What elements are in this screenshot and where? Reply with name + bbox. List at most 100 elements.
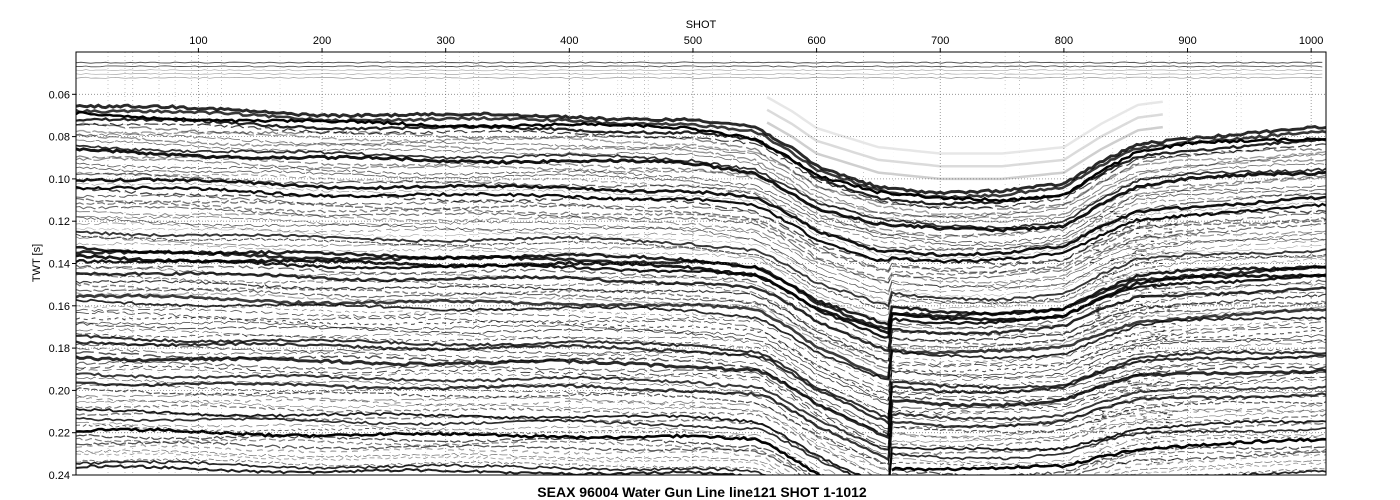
chaotic-noise-speck [1153, 442, 1157, 444]
chaotic-noise-speck [1115, 322, 1118, 324]
reflector-trace [76, 155, 1326, 237]
chaotic-noise-speck [1135, 358, 1137, 360]
chaotic-noise-speck [1096, 377, 1100, 379]
chaotic-noise-speck [1139, 360, 1141, 362]
chaotic-noise-speck [1148, 321, 1150, 323]
chaotic-noise-speck [1092, 394, 1096, 396]
chaotic-noise-speck [1100, 354, 1102, 355]
chaotic-noise-speck [1170, 361, 1174, 363]
chaotic-noise-speck [1096, 423, 1099, 425]
chaotic-noise-speck [1168, 287, 1173, 289]
chaotic-noise-speck [1090, 229, 1094, 231]
chaotic-noise-speck [1162, 252, 1166, 254]
chaotic-noise-speck [1153, 329, 1157, 331]
chaotic-noise-speck [1149, 308, 1151, 310]
chaotic-noise-speck [1149, 412, 1151, 414]
chaotic-noise-speck [1151, 322, 1156, 324]
chaotic-noise-speck [1129, 281, 1132, 283]
chaotic-noise-speck [1104, 423, 1107, 425]
chaotic-noise-speck [1152, 379, 1154, 381]
chaotic-noise-speck [1099, 229, 1102, 231]
chaotic-noise-speck [1143, 378, 1148, 380]
chaotic-noise-speck [1099, 228, 1103, 230]
chaotic-noise-speck [1139, 344, 1142, 346]
chaotic-noise-speck [1103, 417, 1107, 419]
chaotic-noise-speck [1155, 352, 1159, 354]
chaotic-noise-speck [1149, 271, 1151, 273]
chaotic-noise-speck [1099, 430, 1103, 432]
chaotic-noise-speck [1165, 336, 1168, 338]
chaotic-noise-speck [1119, 302, 1123, 304]
chaotic-noise-speck [1089, 279, 1093, 281]
chaotic-noise-speck [1146, 222, 1150, 224]
chaotic-noise-speck [1095, 283, 1098, 284]
chaotic-noise-speck [1090, 411, 1093, 413]
chaotic-noise-speck [1126, 245, 1130, 247]
chaotic-noise-speck [1169, 228, 1172, 230]
chaotic-noise-speck [1088, 229, 1092, 231]
chaotic-noise-speck [1092, 445, 1096, 447]
chaotic-noise-speck [1174, 239, 1178, 241]
reflector-trace [76, 144, 1326, 230]
chaotic-noise-speck [1112, 378, 1115, 380]
chaotic-noise-speck [1119, 414, 1121, 415]
chaotic-noise-speck [1118, 231, 1121, 232]
chaotic-noise-speck [1154, 310, 1159, 312]
chaotic-noise-speck [1110, 348, 1113, 350]
reflector-trace [76, 304, 1326, 387]
chaotic-noise-speck [1144, 236, 1147, 238]
chaotic-noise-speck [1116, 332, 1120, 334]
chaotic-noise-speck [1156, 262, 1158, 263]
chaotic-noise-speck [1165, 246, 1168, 248]
chaotic-noise-speck [1126, 287, 1129, 289]
chaotic-noise-speck [1141, 406, 1144, 407]
chaotic-noise-speck [1158, 281, 1161, 283]
x-tick-label: 700 [931, 35, 949, 47]
reflector-trace [76, 321, 1326, 402]
chaotic-noise-speck [1140, 303, 1143, 305]
chaotic-noise-speck [1145, 292, 1147, 294]
chaotic-noise-speck [1093, 330, 1097, 332]
chaotic-noise-speck [1143, 417, 1147, 419]
chaotic-noise-speck [1116, 367, 1118, 369]
chaotic-noise-speck [1124, 345, 1126, 347]
chaotic-noise-speck [1167, 306, 1172, 308]
chaotic-noise-speck [1162, 453, 1167, 455]
chaotic-noise-speck [1119, 308, 1123, 310]
reflector-trace [76, 201, 1326, 280]
chaotic-noise-speck [1112, 376, 1115, 378]
chaotic-noise-speck [1108, 267, 1113, 269]
chaotic-noise-speck [1130, 225, 1135, 227]
chaotic-noise-speck [1091, 456, 1094, 458]
chaotic-noise-speck [1097, 459, 1100, 461]
chaotic-noise-speck [1152, 287, 1157, 288]
chaotic-noise-speck [1131, 361, 1135, 363]
reflector-trace [76, 293, 1326, 380]
chaotic-noise-speck [1141, 381, 1143, 383]
chaotic-noise-speck [1157, 333, 1161, 335]
chaotic-noise-speck [1122, 216, 1125, 218]
chaotic-noise-speck [1138, 312, 1143, 314]
chaotic-noise-speck [1117, 258, 1119, 260]
x-tick-label: 300 [437, 35, 455, 47]
chaotic-noise-speck [1136, 220, 1140, 222]
chaotic-noise-speck [1099, 215, 1103, 217]
chaotic-noise-speck [1147, 259, 1150, 261]
chaotic-noise-speck [1096, 225, 1101, 227]
chaotic-noise-speck [1174, 432, 1178, 433]
chaotic-noise-speck [1167, 279, 1172, 281]
chaotic-noise-speck [1140, 292, 1145, 294]
chaotic-noise-speck [1127, 447, 1130, 449]
reflector-trace [76, 399, 1326, 475]
chaotic-noise-speck [1129, 335, 1131, 337]
y-tick-label: 0.06 [49, 89, 70, 101]
chaotic-noise-speck [1135, 275, 1138, 277]
chaotic-noise-speck [1112, 386, 1117, 388]
chaotic-noise-speck [1139, 334, 1142, 336]
chaotic-noise-speck [1171, 459, 1175, 460]
chaotic-noise-speck [1173, 243, 1178, 245]
chaotic-noise-speck [1150, 332, 1152, 334]
chaotic-noise-speck [1174, 455, 1178, 456]
chaotic-noise-speck [1122, 275, 1125, 277]
chaotic-noise-speck [1132, 402, 1134, 404]
